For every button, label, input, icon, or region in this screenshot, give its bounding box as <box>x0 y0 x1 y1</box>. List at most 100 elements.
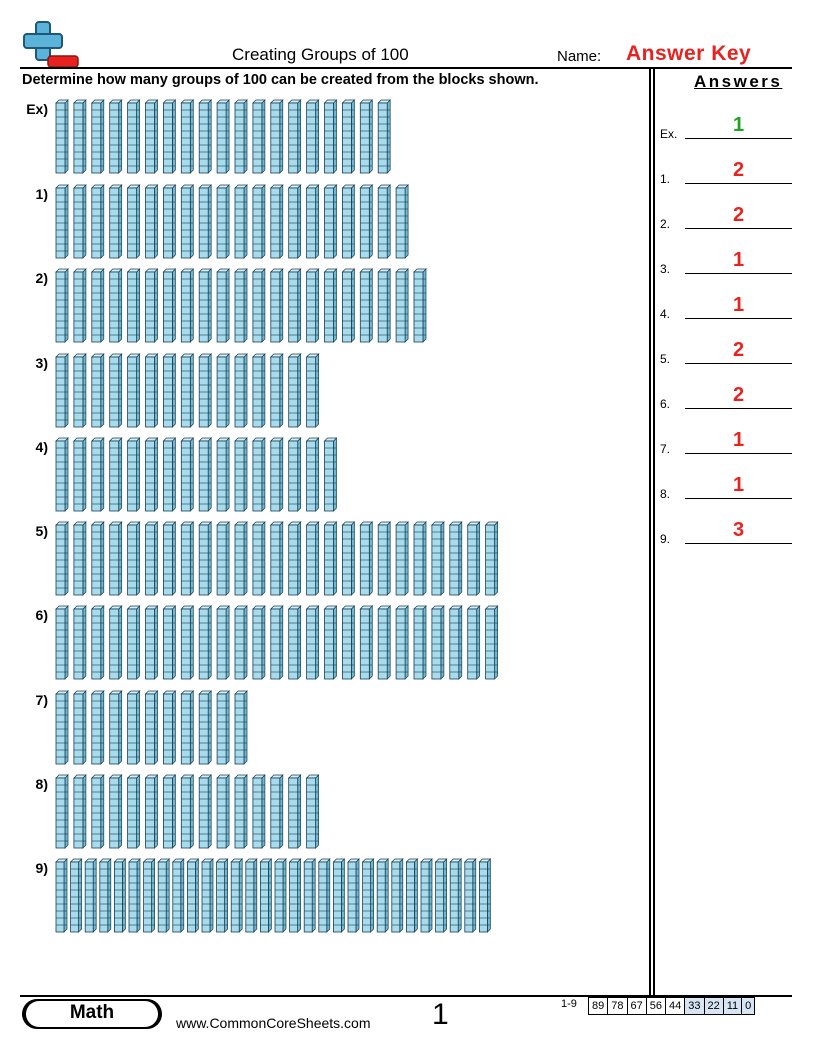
ten-rod <box>252 99 266 174</box>
ten-rod <box>90 774 105 849</box>
score-cell: 11 <box>722 997 743 1015</box>
answer-line <box>685 498 792 499</box>
problem-label: 8) <box>35 776 48 792</box>
ten-rod <box>162 353 177 428</box>
ten-rod <box>216 521 230 596</box>
ten-rod <box>234 774 248 849</box>
answer-value[interactable]: 3 <box>732 519 745 541</box>
ten-rod <box>198 353 213 428</box>
ten-rod <box>269 605 284 680</box>
ten-rod <box>252 353 266 428</box>
ten-rod <box>234 437 248 512</box>
name-label: Name: <box>557 48 602 65</box>
problem-label: 4) <box>35 439 48 455</box>
ten-rod <box>180 99 195 174</box>
ten-rod <box>216 774 230 849</box>
ten-rod <box>361 858 375 933</box>
ten-rod <box>269 184 284 259</box>
problem-label: 3) <box>35 355 48 371</box>
answer-value[interactable]: 1 <box>732 114 745 136</box>
plus-minus-logo-icon <box>23 21 79 68</box>
answer-value[interactable]: 2 <box>732 159 745 181</box>
ten-rod <box>323 521 338 596</box>
ten-rod <box>405 858 419 933</box>
ten-rod <box>244 858 258 933</box>
answer-value[interactable]: 2 <box>732 384 745 406</box>
ten-rod <box>274 858 287 933</box>
score-range-label: 1-9 <box>561 998 577 1010</box>
ten-rod <box>234 605 248 680</box>
ten-rod <box>269 268 284 343</box>
ten-rod <box>332 858 346 933</box>
answer-line <box>685 453 792 454</box>
ten-rod <box>323 99 338 174</box>
ten-rod <box>90 268 105 343</box>
ten-rod <box>126 521 141 596</box>
ten-rod <box>198 437 213 512</box>
ten-rod <box>73 184 87 259</box>
ten-rod <box>448 605 463 680</box>
ten-rod <box>113 858 127 933</box>
answer-label: 3. <box>660 262 671 276</box>
ten-rod <box>162 605 177 680</box>
ten-rod <box>463 858 477 933</box>
ten-rod <box>55 774 69 849</box>
answer-line <box>685 138 792 139</box>
problem-label: 9) <box>35 860 48 876</box>
ten-rod <box>215 858 229 933</box>
ten-rod <box>395 268 409 343</box>
answer-value[interactable]: 1 <box>732 474 745 496</box>
website-link[interactable]: www.CommonCoreSheets.com <box>176 1015 371 1031</box>
ten-rod <box>90 690 105 765</box>
score-cell: 44 <box>664 997 686 1015</box>
subject-badge-inner <box>26 1001 158 1027</box>
ten-rod <box>252 184 266 259</box>
ten-rod <box>73 437 87 512</box>
ten-rod <box>341 184 356 259</box>
score-cell: 67 <box>626 997 647 1015</box>
ten-rod <box>287 774 302 849</box>
ten-rod <box>144 353 159 428</box>
answer-label: 1. <box>660 172 671 186</box>
ten-rod <box>144 521 159 596</box>
problem-label: 1) <box>35 186 48 202</box>
ten-rod <box>126 605 141 680</box>
answer-label: 6. <box>660 397 671 411</box>
subject-label: Math <box>69 1002 115 1023</box>
ten-rod <box>347 858 360 933</box>
ten-rod <box>377 521 392 596</box>
ten-rod <box>162 774 177 849</box>
ten-rod <box>269 774 284 849</box>
ten-rod <box>144 437 159 512</box>
answer-line <box>685 318 792 319</box>
ten-rod <box>377 605 392 680</box>
ten-rod <box>90 521 105 596</box>
ten-rod <box>128 858 141 933</box>
answer-value[interactable]: 2 <box>732 339 745 361</box>
problem-label: 7) <box>35 692 48 708</box>
ten-rod <box>395 605 409 680</box>
ten-rod <box>55 605 69 680</box>
score-cell: 0 <box>741 997 756 1015</box>
footer-divider <box>20 995 792 997</box>
answer-value[interactable]: 1 <box>732 294 745 316</box>
answer-value[interactable]: 1 <box>732 429 745 451</box>
ten-rod <box>376 858 390 933</box>
ten-rod <box>234 690 248 765</box>
ten-rod <box>216 605 230 680</box>
answer-value[interactable]: 2 <box>732 204 745 226</box>
ten-rod <box>84 858 98 933</box>
ten-rod <box>431 605 445 680</box>
ten-rod <box>180 690 195 765</box>
ten-rod <box>216 184 230 259</box>
ten-rod <box>73 605 87 680</box>
header-divider <box>20 67 792 69</box>
ten-rod <box>144 268 159 343</box>
ten-rod <box>180 437 195 512</box>
ten-rod <box>434 858 448 933</box>
ten-rod <box>413 268 427 343</box>
ten-rod <box>413 605 427 680</box>
ten-rod <box>230 858 244 933</box>
ten-rod <box>126 774 141 849</box>
answer-value[interactable]: 1 <box>732 249 745 271</box>
